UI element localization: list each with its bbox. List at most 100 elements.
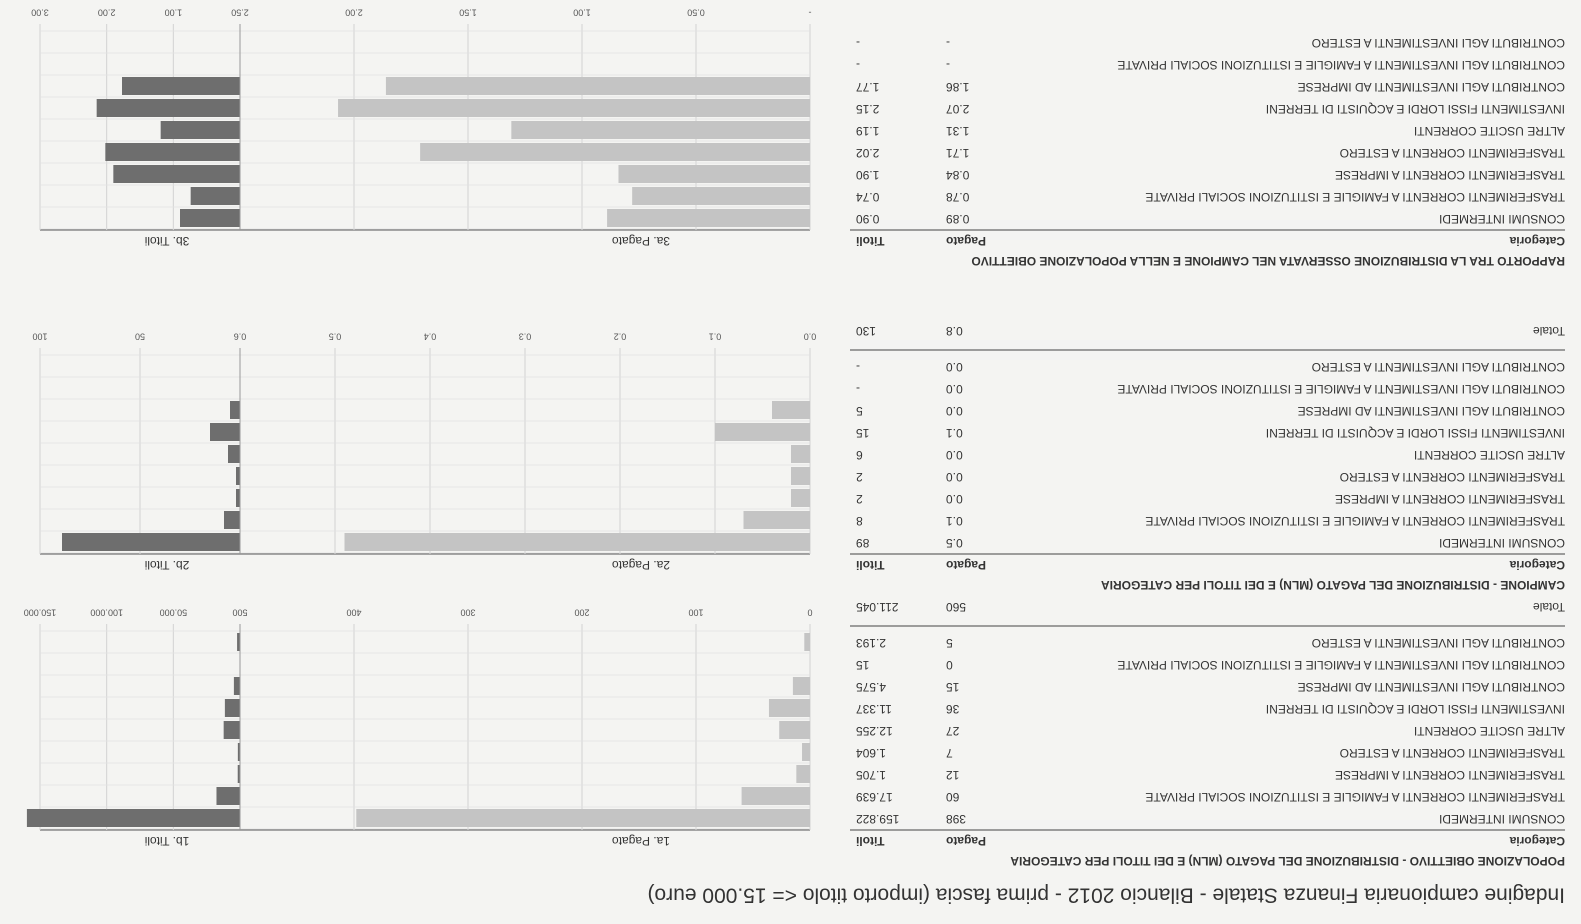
- category-cell: CONTRIBUTI AGLI INVESTIMENTI A FAMIGLIE …: [1117, 658, 1565, 672]
- panel-title: 3b. Titoli: [145, 234, 190, 248]
- column-header: Pagato: [946, 558, 986, 572]
- tick-label: 1.00: [165, 8, 183, 18]
- value-cell: -: [856, 360, 860, 374]
- bar: [804, 633, 810, 651]
- category-cell: CONTRIBUTI AGLI INVESTIMENTI AD IMPRESE: [1298, 680, 1565, 694]
- category-cell: CONTRIBUTI AGLI INVESTIMENTI AD IMPRESE: [1298, 404, 1565, 418]
- total-cell: 560: [946, 600, 966, 614]
- value-cell: 2: [856, 470, 863, 484]
- column-header: Categoria: [1509, 834, 1565, 848]
- column-header: Titoli: [856, 234, 884, 248]
- bar: [420, 143, 810, 161]
- value-cell: 2: [856, 492, 863, 506]
- tick-label: 100: [688, 608, 703, 618]
- section-heading: POPOLAZIONE OBIETTIVO - DISTRIBUZIONE DE…: [1010, 854, 1565, 868]
- value-cell: 1.705: [856, 768, 886, 782]
- value-cell: -: [856, 36, 860, 50]
- value-cell: 1.86: [946, 80, 970, 94]
- category-cell: TRASFERIMENTI CORRENTI A FAMIGLIE E ISTI…: [1145, 190, 1565, 204]
- column-header: Categoria: [1509, 234, 1565, 248]
- value-cell: 0.1: [946, 514, 963, 528]
- value-cell: 398: [946, 812, 966, 826]
- bar: [796, 765, 810, 783]
- value-cell: 36: [946, 702, 960, 716]
- value-cell: 0.0: [946, 360, 963, 374]
- bar: [233, 677, 240, 695]
- value-cell: 7: [946, 746, 953, 760]
- category-cell: INVESTIMENTI FISSI LORDI E ACQUISTI DI T…: [1266, 426, 1565, 440]
- value-cell: 4.575: [856, 680, 886, 694]
- bar: [511, 121, 810, 139]
- bar: [338, 99, 810, 117]
- value-cell: 1.604: [856, 746, 886, 760]
- bar: [772, 401, 810, 419]
- value-cell: 1.31: [946, 124, 970, 138]
- total-cell: 211.045: [856, 600, 899, 614]
- value-cell: 15: [856, 426, 870, 440]
- panel-title: 2b. Titoli: [145, 558, 190, 572]
- value-cell: 0.74: [856, 190, 880, 204]
- category-cell: ALTRE USCITE CORRENTI: [1414, 124, 1565, 138]
- tick-label: 0.4: [424, 332, 437, 342]
- value-cell: 1.71: [946, 146, 970, 160]
- value-cell: 0.1: [946, 426, 963, 440]
- category-cell: CONTRIBUTI AGLI INVESTIMENTI A FAMIGLIE …: [1117, 58, 1565, 72]
- category-cell: TRASFERIMENTI CORRENTI A FAMIGLIE E ISTI…: [1145, 514, 1565, 528]
- value-cell: 27: [946, 724, 960, 738]
- column-header: Categoria: [1509, 558, 1565, 572]
- total-cell: Totale: [1533, 600, 1565, 614]
- value-cell: 2.15: [856, 102, 880, 116]
- tick-label: 0.3: [519, 332, 532, 342]
- total-cell: 130: [856, 324, 876, 338]
- bar: [180, 209, 240, 227]
- bar: [792, 677, 810, 695]
- value-cell: 5: [856, 404, 863, 418]
- panel-title: 3a. Pagato: [612, 234, 670, 248]
- category-cell: TRASFERIMENTI CORRENTI A ESTERO: [1340, 746, 1565, 760]
- tick-label: 2.00: [345, 8, 363, 18]
- bar: [779, 721, 810, 739]
- value-cell: 1.90: [856, 168, 880, 182]
- value-cell: 0.0: [946, 448, 963, 462]
- bar: [236, 467, 240, 485]
- column-header: Pagato: [946, 834, 986, 848]
- value-cell: 159.822: [856, 812, 900, 826]
- category-cell: TRASFERIMENTI CORRENTI A ESTERO: [1340, 470, 1565, 484]
- tick-label: 0.2: [614, 332, 627, 342]
- tick-label: 0.5: [329, 332, 342, 342]
- tick-label: -: [809, 8, 812, 18]
- value-cell: 2.07: [946, 102, 970, 116]
- value-cell: 0: [946, 658, 953, 672]
- total-cell: 0.8: [946, 324, 963, 338]
- bar: [26, 809, 240, 827]
- bar: [190, 187, 240, 205]
- column-header: Pagato: [946, 234, 986, 248]
- value-cell: 60: [946, 790, 960, 804]
- bar: [607, 209, 810, 227]
- bar: [237, 765, 240, 783]
- bar: [741, 787, 810, 805]
- category-cell: TRASFERIMENTI CORRENTI A IMPRESE: [1335, 168, 1565, 182]
- value-cell: 2.193: [856, 636, 886, 650]
- value-cell: 1.77: [856, 80, 880, 94]
- category-cell: TRASFERIMENTI CORRENTI A IMPRESE: [1335, 492, 1565, 506]
- bar: [230, 401, 240, 419]
- bar: [237, 743, 240, 761]
- bar: [216, 787, 240, 805]
- value-cell: 2.02: [856, 146, 880, 160]
- tick-label: 0.50: [687, 8, 705, 18]
- tick-label: 2.00: [98, 8, 116, 18]
- bar: [743, 511, 810, 529]
- column-header: Titoli: [856, 558, 884, 572]
- bar: [96, 99, 240, 117]
- tick-label: 500: [232, 608, 247, 618]
- bar: [210, 423, 240, 441]
- category-cell: CONTRIBUTI AGLI INVESTIMENTI A ESTERO: [1312, 636, 1565, 650]
- total-cell: Totale: [1533, 324, 1565, 338]
- panel-title: 1a. Pagato: [612, 834, 670, 848]
- tick-label: 400: [346, 608, 361, 618]
- value-cell: 15: [856, 658, 870, 672]
- value-cell: 11.337: [856, 702, 892, 716]
- value-cell: 0.89: [946, 212, 970, 226]
- tick-label: 3.00: [31, 8, 49, 18]
